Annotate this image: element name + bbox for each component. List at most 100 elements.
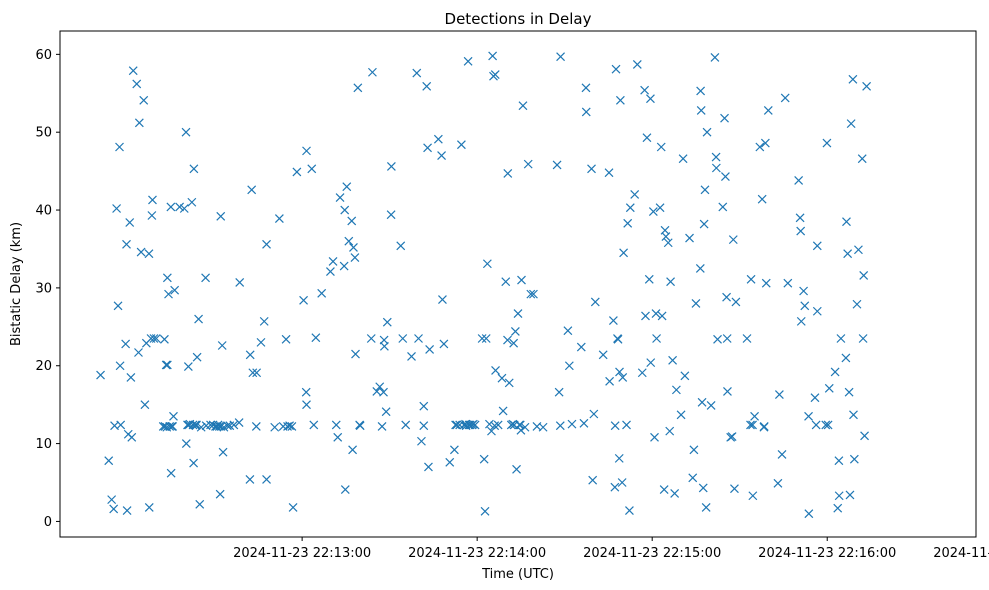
data-point — [195, 499, 205, 509]
data-point — [509, 338, 519, 348]
y-tick-label: 10 — [35, 437, 52, 452]
data-point — [162, 273, 172, 283]
data-point — [382, 317, 392, 327]
data-point — [852, 299, 862, 309]
data-point — [515, 420, 524, 430]
data-point — [810, 393, 820, 403]
data-point — [604, 168, 614, 178]
data-point — [422, 81, 432, 91]
data-point — [516, 425, 526, 435]
data-point — [589, 409, 599, 419]
data-point — [678, 154, 688, 164]
y-tick-label: 20 — [35, 359, 52, 374]
data-point — [433, 134, 443, 144]
data-point — [727, 432, 737, 442]
data-point — [748, 420, 757, 430]
data-point — [695, 264, 705, 273]
data-point — [144, 502, 154, 512]
data-point — [234, 418, 244, 427]
data-point — [755, 142, 765, 152]
data-point — [651, 309, 661, 319]
data-point — [576, 342, 586, 352]
data-point — [116, 420, 126, 430]
data-point — [830, 367, 840, 377]
data-point — [424, 462, 433, 472]
data-point — [188, 420, 198, 430]
data-point — [302, 400, 311, 410]
data-point — [701, 502, 711, 512]
data-point — [777, 450, 787, 459]
data-point — [398, 334, 408, 343]
data-point — [470, 420, 480, 430]
data-point — [189, 164, 199, 174]
data-point — [259, 316, 269, 326]
data-point — [386, 210, 396, 220]
data-point — [520, 422, 530, 432]
data-point — [581, 83, 591, 93]
data-point — [523, 159, 533, 169]
data-point — [811, 420, 821, 430]
x-tick-label: 2024-11-23 22:13:00 — [233, 546, 371, 561]
data-point — [676, 410, 686, 420]
data-point — [730, 484, 739, 494]
data-point — [841, 353, 851, 363]
data-point — [140, 400, 150, 410]
data-point — [659, 485, 669, 494]
data-point — [248, 368, 258, 378]
data-point — [556, 52, 566, 62]
data-point — [353, 83, 363, 93]
data-point — [497, 373, 507, 383]
data-point — [746, 274, 756, 284]
data-point — [822, 138, 832, 148]
y-tick-label: 50 — [35, 126, 52, 141]
data-point — [127, 432, 137, 442]
data-point — [657, 311, 667, 321]
data-point — [419, 421, 429, 431]
data-point — [795, 213, 805, 223]
data-point — [605, 376, 615, 386]
data-point — [587, 164, 596, 174]
data-point — [417, 436, 426, 446]
data-point — [625, 506, 634, 515]
data-point — [804, 509, 814, 519]
data-point — [161, 360, 171, 370]
data-point — [136, 247, 146, 257]
data-point — [610, 421, 620, 431]
data-point — [217, 341, 227, 350]
data-point — [555, 421, 565, 431]
data-point — [109, 504, 119, 514]
data-point — [166, 202, 176, 212]
data-point — [482, 259, 492, 269]
data-point — [632, 60, 642, 69]
data-point — [285, 421, 295, 431]
data-point — [552, 160, 562, 170]
data-point — [646, 358, 656, 368]
data-point — [773, 478, 783, 488]
data-point — [625, 203, 635, 213]
data-point — [167, 422, 177, 431]
data-point — [121, 339, 131, 349]
data-point — [215, 489, 225, 499]
data-point — [689, 445, 699, 455]
data-point — [854, 245, 863, 255]
data-point — [760, 138, 770, 148]
data-point — [463, 56, 473, 66]
data-point — [796, 226, 806, 236]
data-point — [139, 95, 149, 105]
data-point — [401, 420, 411, 430]
data-point — [581, 107, 591, 117]
data-point — [115, 142, 124, 152]
data-point — [379, 341, 389, 351]
data-point — [262, 474, 271, 484]
data-point — [196, 422, 206, 432]
data-point — [333, 432, 343, 442]
y-tick-label: 0 — [44, 515, 52, 530]
data-point — [800, 301, 810, 311]
data-point — [503, 335, 512, 345]
y-tick-label: 40 — [35, 204, 52, 219]
data-point — [344, 236, 354, 246]
data-point — [618, 372, 628, 382]
data-point — [722, 292, 732, 302]
data-point — [349, 242, 358, 252]
